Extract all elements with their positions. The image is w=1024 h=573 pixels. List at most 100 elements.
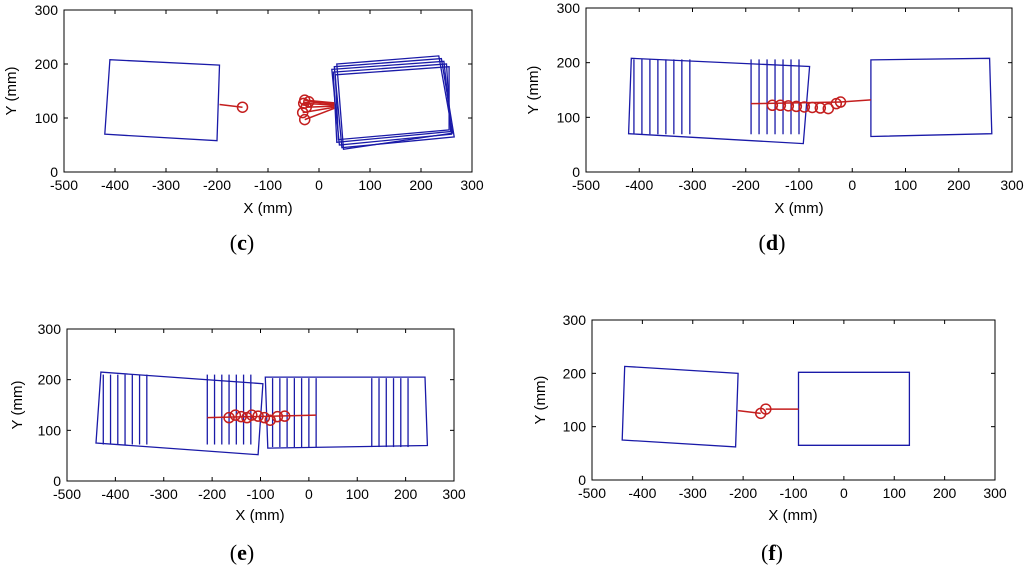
panel-f-ylabel: Y (mm) bbox=[532, 376, 549, 425]
panel-d-ytick-label: 300 bbox=[557, 0, 581, 16]
body-outline bbox=[336, 55, 454, 151]
panel-d-ytick-label: 100 bbox=[557, 109, 581, 125]
panel-e-plot bbox=[95, 371, 429, 456]
panel-f-caption: (f) bbox=[761, 540, 783, 565]
panel-f-xtick-label: 300 bbox=[983, 485, 1007, 501]
tracked-point-marker bbox=[790, 100, 803, 113]
body-outline bbox=[95, 371, 264, 456]
link-segment bbox=[302, 106, 335, 114]
panel-d-ytick-label: 0 bbox=[572, 164, 580, 180]
panel-d-xtick-label: 300 bbox=[1000, 177, 1024, 193]
body-outline bbox=[334, 66, 450, 141]
panel-c-xtick-label: -300 bbox=[152, 177, 180, 193]
tracked-point-marker bbox=[782, 100, 795, 112]
tracked-point-marker bbox=[298, 113, 311, 126]
tracked-point-marker bbox=[229, 409, 242, 421]
panel-f-xtick-label: -100 bbox=[779, 485, 807, 501]
panel-c-xtick-label: -400 bbox=[101, 177, 129, 193]
panel-e-xtick-label: -100 bbox=[246, 486, 274, 502]
panel-e-ytick-label: 0 bbox=[53, 473, 61, 489]
panel-d-ytick-label: 200 bbox=[557, 55, 581, 71]
panel-d-ticks: -500 -400 -300 -200 -100 0 100 200 300 0 100 200 300 bbox=[557, 0, 1024, 193]
tracked-point-marker bbox=[258, 411, 271, 424]
panel-c-ylabel: Y (mm) bbox=[3, 67, 20, 116]
link-segment bbox=[303, 102, 335, 106]
panel-c-xtick-label: 300 bbox=[460, 177, 484, 193]
link-segment bbox=[737, 409, 761, 415]
panel-e-xlabel: X (mm) bbox=[235, 507, 284, 524]
panel-f-ytick-label: 200 bbox=[563, 365, 587, 381]
body-outline bbox=[621, 365, 739, 448]
panel-e-xtick-label: -300 bbox=[150, 486, 178, 502]
panel-c-ticks: -500 -400 -300 -200 -100 0 100 200 300 0 100 200 300 bbox=[35, 2, 484, 193]
body-outline bbox=[627, 57, 811, 145]
link-segment bbox=[207, 414, 317, 419]
panel-e-xtick-label: 300 bbox=[442, 486, 466, 502]
panel-f-xtick-label: -500 bbox=[578, 485, 606, 501]
panel-e-ylabel: Y (mm) bbox=[9, 381, 26, 430]
panel-f-xtick-label: 200 bbox=[933, 485, 957, 501]
panel-f-ticks: -500 -400 -300 -200 -100 0 100 200 300 0 100 200 300 bbox=[563, 312, 1007, 501]
body-outline bbox=[870, 57, 993, 138]
panel-f-xtick-label: -200 bbox=[729, 485, 757, 501]
panel-f-xtick-label: -400 bbox=[628, 485, 656, 501]
body-outline bbox=[797, 371, 911, 446]
link-segment bbox=[304, 99, 335, 104]
panel-e: -500 -400 -300 -200 -100 0 100 200 300 0 100 200 300… bbox=[9, 321, 466, 565]
panel-d-caption: (d) bbox=[759, 230, 786, 255]
panel-c-xtick-label: 100 bbox=[358, 177, 382, 193]
panel-d-ylabel: Y (mm) bbox=[525, 66, 542, 115]
panel-f-plot bbox=[621, 365, 911, 448]
panel-c-xtick-label: -200 bbox=[203, 177, 231, 193]
panel-e-axes bbox=[66, 328, 455, 482]
panel-c-ytick-label: 0 bbox=[50, 164, 58, 180]
panel-f-xtick-label: -300 bbox=[679, 485, 707, 501]
link-segment bbox=[751, 101, 841, 105]
panel-c-xtick-label: 0 bbox=[315, 177, 323, 193]
tracked-point-marker bbox=[264, 414, 276, 426]
tracked-point-marker bbox=[246, 409, 258, 421]
link-segment bbox=[308, 101, 335, 105]
panel-f-ytick-label: 100 bbox=[563, 419, 587, 435]
panel-c: -500 -400 -300 -200 -100 0 100 200 300 0 100 200 300… bbox=[3, 2, 484, 255]
panel-c-xtick-label: -500 bbox=[50, 177, 78, 193]
panel-e-xtick-label: 100 bbox=[346, 486, 370, 502]
panel-c-axes bbox=[63, 9, 473, 173]
panel-d-xtick-label: 200 bbox=[947, 177, 971, 193]
tracked-point-marker bbox=[766, 99, 779, 112]
panel-d: -500 -400 -300 -200 -100 0 100 200 300 0 100 200 300… bbox=[525, 0, 1024, 255]
panel-f-xtick-label: 0 bbox=[840, 485, 848, 501]
panel-f-ytick-label: 0 bbox=[578, 472, 586, 488]
link-segment bbox=[840, 99, 871, 103]
body-outline bbox=[104, 59, 221, 142]
panel-d-plot bbox=[627, 57, 993, 145]
body-outline bbox=[333, 57, 455, 149]
panel-d-xtick-label: 0 bbox=[848, 177, 856, 193]
tracked-point-marker bbox=[774, 99, 787, 112]
panel-d-xlabel: X (mm) bbox=[774, 200, 823, 217]
panel-e-xtick-label: -500 bbox=[53, 486, 81, 502]
panel-d-xtick-label: -100 bbox=[785, 177, 813, 193]
panel-e-caption: (e) bbox=[230, 540, 254, 565]
panel-e-ytick-label: 200 bbox=[38, 372, 62, 388]
panel-d-xtick-label: -300 bbox=[678, 177, 706, 193]
panel-e-xtick-label: 200 bbox=[394, 486, 418, 502]
panel-e-ytick-label: 100 bbox=[38, 422, 62, 438]
panel-c-plot bbox=[104, 55, 455, 151]
panel-c-ytick-label: 300 bbox=[35, 2, 59, 18]
panel-c-ytick-label: 100 bbox=[35, 110, 59, 126]
link-segment bbox=[304, 107, 335, 121]
panel-c-xtick-label: 200 bbox=[409, 177, 433, 193]
panel-f-ytick-label: 300 bbox=[563, 312, 587, 328]
panel-f-xtick-label: 100 bbox=[883, 485, 907, 501]
panel-e-xtick-label: -200 bbox=[198, 486, 226, 502]
panel-c-ytick-label: 200 bbox=[35, 56, 59, 72]
panel-d-xtick-label: -500 bbox=[572, 177, 600, 193]
panel-c-caption: (c) bbox=[230, 230, 254, 255]
body-outline bbox=[332, 63, 452, 144]
panel-e-ytick-label: 300 bbox=[38, 321, 62, 337]
link-segment bbox=[219, 103, 243, 108]
panel-d-xtick-label: -400 bbox=[625, 177, 653, 193]
panel-d-xtick-label: -200 bbox=[732, 177, 760, 193]
